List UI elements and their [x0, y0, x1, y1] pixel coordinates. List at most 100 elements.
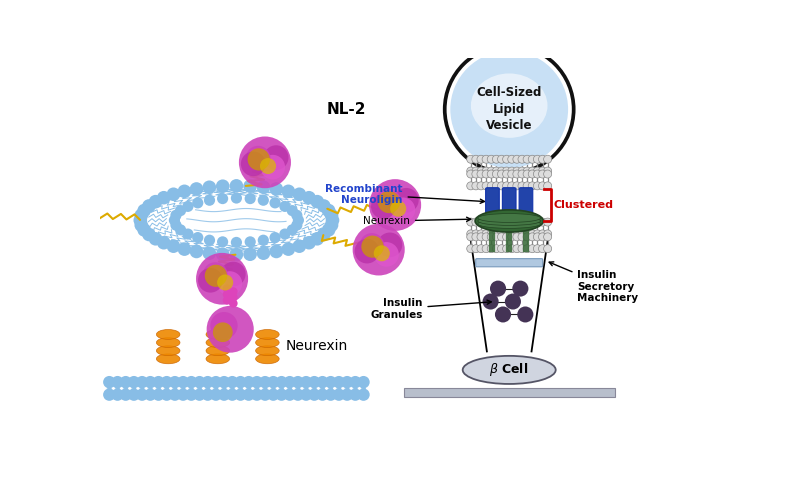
Ellipse shape [477, 170, 485, 178]
Ellipse shape [528, 233, 536, 241]
Ellipse shape [217, 275, 234, 290]
Ellipse shape [216, 180, 230, 193]
Ellipse shape [270, 197, 281, 208]
Ellipse shape [502, 233, 510, 241]
Ellipse shape [275, 388, 288, 401]
Ellipse shape [283, 388, 296, 401]
Ellipse shape [466, 170, 474, 178]
Ellipse shape [175, 224, 186, 235]
Ellipse shape [270, 182, 283, 196]
Ellipse shape [482, 230, 490, 238]
Ellipse shape [487, 182, 495, 190]
Ellipse shape [302, 191, 316, 204]
Ellipse shape [341, 388, 354, 401]
Ellipse shape [316, 388, 329, 401]
Ellipse shape [498, 170, 506, 178]
Ellipse shape [157, 346, 180, 356]
Ellipse shape [523, 170, 531, 178]
Ellipse shape [256, 337, 279, 348]
Ellipse shape [513, 230, 521, 238]
Ellipse shape [358, 388, 370, 401]
Ellipse shape [226, 376, 238, 388]
Ellipse shape [523, 230, 531, 238]
Ellipse shape [142, 199, 156, 213]
Ellipse shape [267, 388, 279, 401]
Text: Insulin
Granules: Insulin Granules [370, 298, 491, 320]
Ellipse shape [502, 230, 510, 238]
Ellipse shape [513, 233, 521, 241]
Ellipse shape [508, 233, 516, 241]
Ellipse shape [528, 170, 536, 178]
Ellipse shape [478, 219, 541, 228]
Ellipse shape [259, 376, 271, 388]
Ellipse shape [177, 388, 190, 401]
Ellipse shape [534, 233, 542, 241]
Ellipse shape [138, 223, 151, 237]
Ellipse shape [258, 235, 269, 246]
Ellipse shape [528, 218, 536, 226]
Ellipse shape [502, 245, 510, 252]
Ellipse shape [333, 376, 345, 388]
Ellipse shape [300, 376, 312, 388]
Ellipse shape [471, 73, 547, 138]
Ellipse shape [250, 388, 263, 401]
Ellipse shape [349, 388, 362, 401]
Ellipse shape [175, 205, 186, 216]
Ellipse shape [534, 155, 542, 163]
Ellipse shape [166, 188, 180, 201]
Ellipse shape [256, 329, 279, 339]
Ellipse shape [358, 376, 370, 388]
Ellipse shape [477, 218, 485, 226]
Ellipse shape [282, 184, 295, 198]
Ellipse shape [487, 155, 495, 163]
Ellipse shape [152, 376, 165, 388]
Ellipse shape [482, 294, 498, 310]
Ellipse shape [472, 170, 480, 178]
Ellipse shape [478, 214, 541, 222]
Ellipse shape [170, 210, 182, 221]
Ellipse shape [292, 376, 304, 388]
Ellipse shape [202, 246, 216, 260]
Ellipse shape [513, 167, 521, 175]
Ellipse shape [498, 230, 506, 238]
Ellipse shape [487, 167, 495, 175]
Ellipse shape [267, 376, 279, 388]
Ellipse shape [169, 215, 180, 226]
Ellipse shape [482, 170, 490, 178]
Ellipse shape [119, 388, 132, 401]
Ellipse shape [518, 306, 534, 323]
Ellipse shape [221, 262, 246, 287]
Ellipse shape [505, 294, 521, 310]
Ellipse shape [472, 245, 480, 252]
Ellipse shape [523, 155, 531, 163]
Ellipse shape [218, 388, 230, 401]
Ellipse shape [222, 296, 231, 305]
Ellipse shape [394, 188, 418, 213]
Ellipse shape [390, 197, 415, 222]
Ellipse shape [528, 230, 536, 238]
Ellipse shape [502, 182, 510, 190]
Ellipse shape [472, 167, 480, 175]
Text: Recombinant
Neuroligin: Recombinant Neuroligin [325, 183, 485, 205]
Ellipse shape [472, 182, 480, 190]
Ellipse shape [544, 233, 552, 241]
Ellipse shape [202, 376, 214, 388]
Ellipse shape [446, 47, 572, 171]
Ellipse shape [513, 245, 521, 252]
Ellipse shape [316, 376, 329, 388]
Ellipse shape [341, 376, 354, 388]
Ellipse shape [231, 237, 242, 248]
Ellipse shape [103, 376, 115, 388]
Ellipse shape [229, 287, 238, 296]
Ellipse shape [518, 245, 526, 252]
Ellipse shape [482, 218, 490, 226]
Ellipse shape [192, 232, 203, 243]
Ellipse shape [302, 236, 316, 250]
FancyBboxPatch shape [404, 388, 614, 396]
Ellipse shape [157, 329, 180, 339]
Ellipse shape [144, 376, 157, 388]
Ellipse shape [286, 205, 298, 216]
Ellipse shape [475, 210, 543, 232]
Ellipse shape [202, 388, 214, 401]
Ellipse shape [71, 198, 96, 223]
